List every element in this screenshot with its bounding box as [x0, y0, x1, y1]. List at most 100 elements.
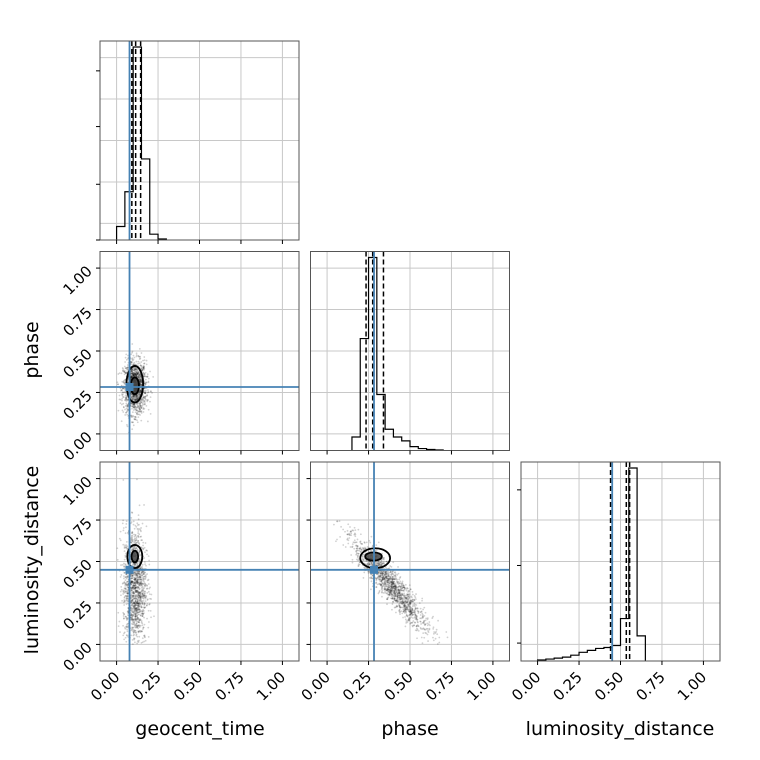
sample-point — [132, 581, 135, 584]
sample-point — [131, 581, 134, 584]
x-tick-label: 0.75 — [422, 668, 458, 704]
sample-point — [133, 579, 136, 582]
sample-point — [144, 383, 147, 386]
sample-point — [142, 583, 145, 586]
sample-point — [135, 595, 138, 598]
sample-point — [381, 582, 384, 584]
sample-point — [411, 609, 414, 612]
sample-point — [139, 378, 142, 381]
sample-point — [133, 366, 136, 369]
sample-point — [118, 394, 121, 397]
sample-point — [351, 558, 354, 561]
sample-point — [388, 579, 391, 582]
sample-point — [391, 580, 393, 583]
sample-point — [403, 595, 406, 598]
sample-point — [122, 391, 125, 394]
sample-point — [130, 574, 133, 577]
sample-point — [143, 609, 145, 612]
sample-point — [133, 594, 135, 597]
sample-point — [399, 587, 402, 590]
sample-point — [124, 546, 127, 549]
sample-point — [117, 373, 120, 375]
sample-point — [133, 633, 135, 636]
sample-point — [383, 575, 386, 577]
sample-point — [380, 591, 383, 594]
sample-point — [135, 610, 138, 613]
sample-point — [394, 592, 396, 595]
sample-point — [131, 372, 134, 375]
sample-point — [393, 587, 395, 590]
sample-point — [381, 589, 384, 592]
sample-point — [122, 611, 125, 614]
sample-point — [393, 594, 396, 596]
sample-point — [423, 628, 426, 630]
sample-point — [402, 616, 404, 619]
sample-point — [131, 595, 134, 598]
sample-point — [386, 574, 389, 577]
sample-point — [399, 585, 402, 588]
sample-point — [395, 588, 398, 591]
sample-point — [140, 612, 143, 615]
sample-point — [136, 574, 139, 577]
sample-point — [146, 588, 148, 590]
sample-point — [140, 566, 142, 569]
sample-point — [135, 580, 138, 583]
sample-point — [140, 578, 143, 581]
sample-point — [396, 592, 398, 594]
sample-point — [143, 407, 146, 410]
sample-point — [137, 374, 140, 377]
sample-point — [126, 404, 129, 407]
sample-point — [139, 578, 142, 581]
sample-point — [136, 394, 138, 397]
sample-point — [140, 606, 143, 608]
sample-point — [133, 585, 136, 587]
sample-point — [388, 582, 391, 585]
sample-point — [140, 571, 143, 574]
sample-point — [120, 389, 123, 392]
sample-point — [124, 378, 127, 381]
sample-point — [378, 583, 381, 586]
sample-point — [120, 420, 123, 423]
sample-point — [139, 596, 142, 599]
sample-point — [394, 599, 397, 602]
sample-point — [369, 573, 372, 576]
sample-point — [130, 370, 133, 373]
sample-point — [404, 597, 407, 600]
sample-point — [141, 571, 144, 574]
sample-point — [138, 588, 141, 591]
sample-point — [125, 615, 127, 618]
sample-point — [123, 599, 126, 601]
sample-point — [355, 547, 358, 550]
sample-point — [119, 576, 122, 578]
sample-point — [134, 615, 137, 618]
sample-point — [389, 592, 392, 594]
sample-point — [130, 601, 132, 604]
sample-point — [134, 373, 137, 375]
sample-point — [132, 623, 134, 626]
sample-point — [136, 575, 139, 577]
sample-point — [126, 597, 129, 600]
sample-point — [385, 580, 388, 583]
sample-point — [424, 628, 427, 631]
sample-point — [144, 574, 147, 577]
sample-point — [130, 616, 133, 619]
sample-point — [143, 602, 146, 605]
sample-point — [133, 602, 136, 605]
sample-point — [357, 563, 360, 566]
sample-point — [391, 581, 394, 584]
sample-point — [130, 395, 133, 398]
sample-point — [134, 600, 137, 603]
sample-point — [385, 588, 387, 591]
sample-point — [138, 573, 140, 576]
sample-point — [143, 602, 146, 604]
sample-point — [131, 405, 134, 407]
sample-point — [134, 613, 137, 616]
sample-point — [384, 576, 387, 578]
sample-point — [142, 594, 145, 596]
sample-point — [351, 545, 354, 548]
sample-point — [132, 613, 134, 616]
sample-point — [133, 578, 136, 581]
sample-point — [391, 587, 393, 590]
sample-point — [370, 561, 373, 564]
